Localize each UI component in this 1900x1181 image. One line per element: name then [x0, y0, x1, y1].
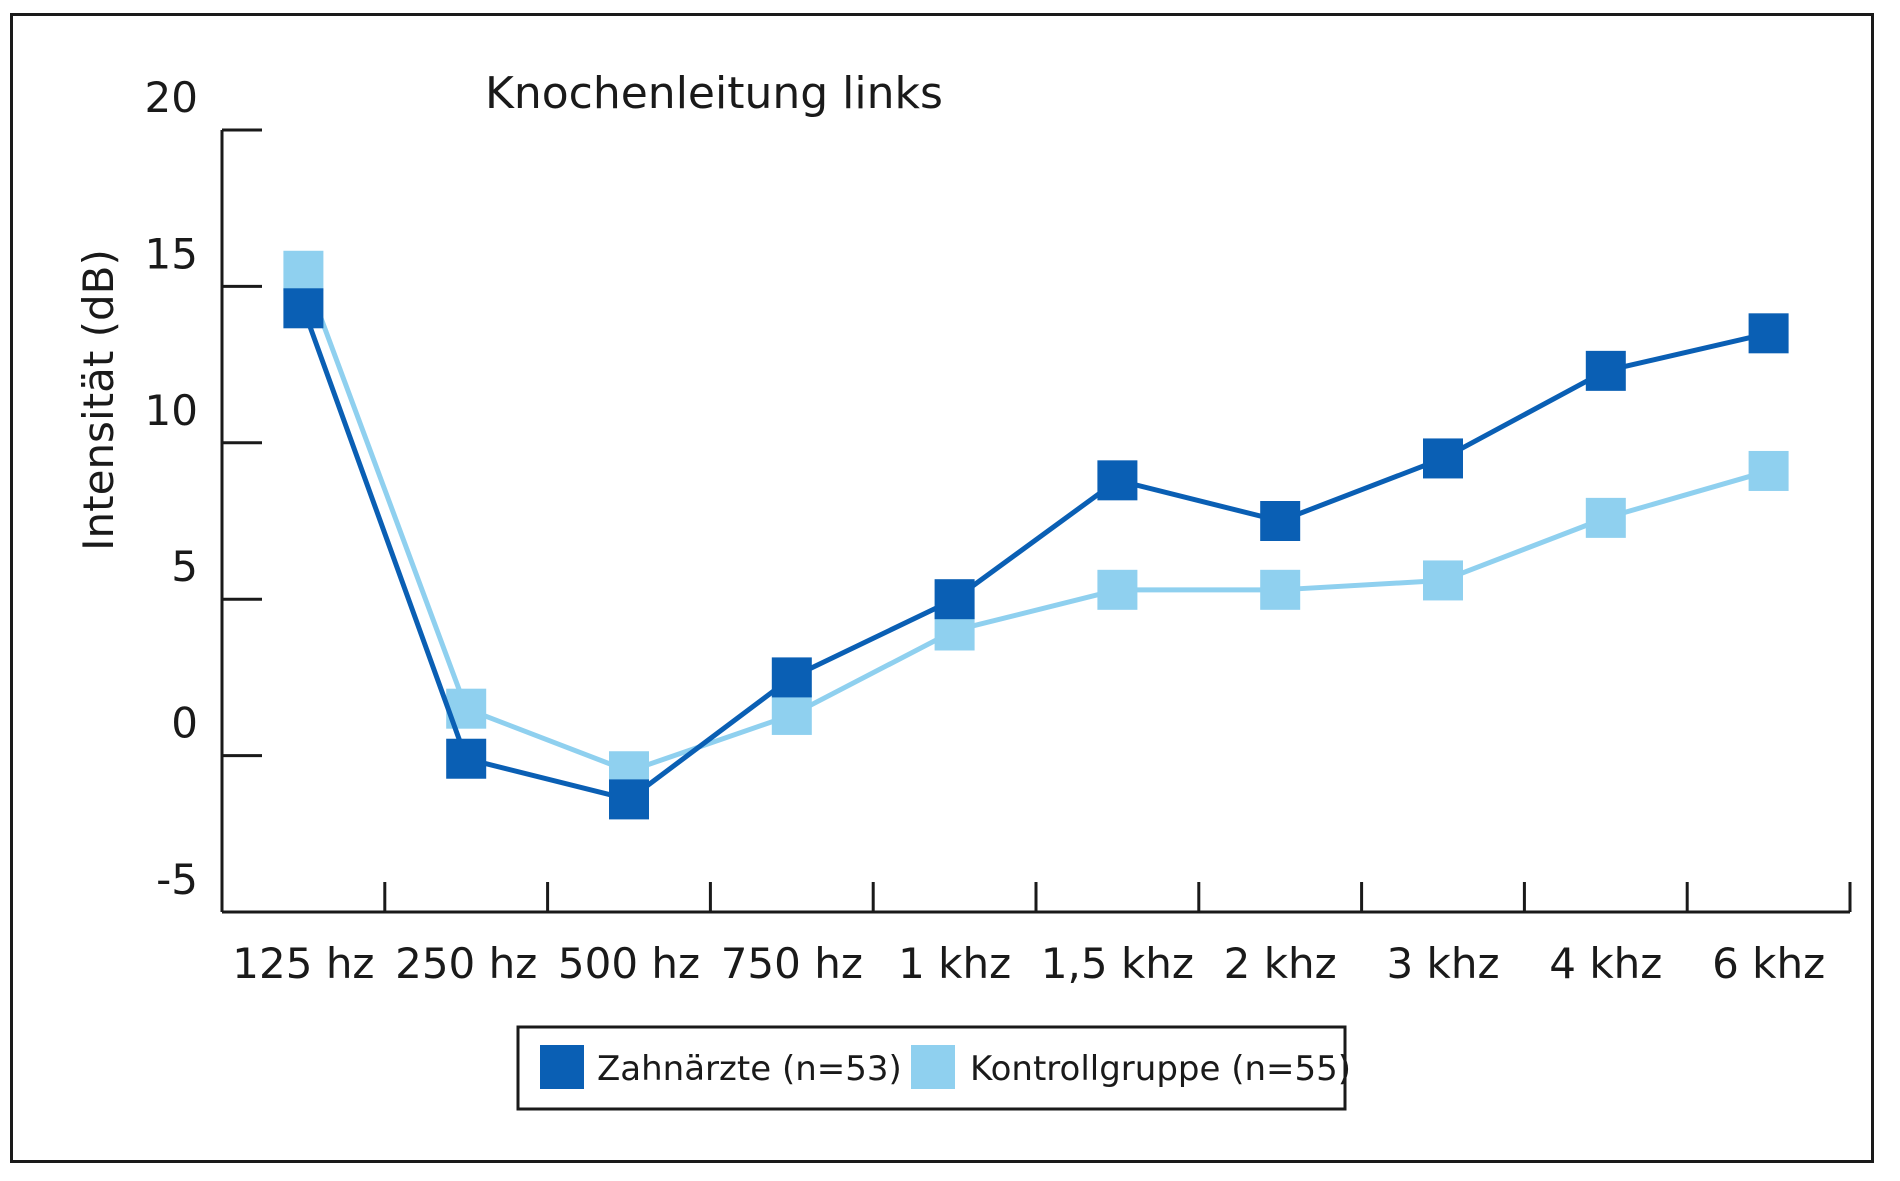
- chart-title: Knochenleitung links: [485, 68, 943, 119]
- legend-swatch-kontrollgruppe: [911, 1045, 955, 1089]
- data-point: [446, 738, 487, 779]
- data-point: [771, 694, 812, 735]
- data-point: [1423, 560, 1463, 601]
- series-line: [301, 269, 1770, 774]
- y-tick-label: 5: [171, 542, 198, 591]
- legend-label-zahnaerzte: Zahnärzte (n=53): [597, 1049, 902, 1089]
- y-tick-label: 20: [145, 73, 198, 122]
- x-tick-label: 4 khz: [1549, 939, 1662, 988]
- data-point: [283, 288, 324, 329]
- legend-swatch-zahnaerzte: [540, 1045, 584, 1089]
- y-tick-label: -5: [156, 855, 198, 904]
- y-tick-label: 0: [171, 699, 198, 748]
- data-point: [1748, 450, 1789, 491]
- x-tick-label: 1 khz: [898, 939, 1011, 988]
- data-point: [1585, 350, 1626, 391]
- y-axis-ticks: -5 0 5 10 15 20: [145, 73, 262, 914]
- series-layer: [283, 250, 1789, 820]
- x-axis-ticks: 125 hz 250 hz 500 hz 750 hz 1 khz 1,5 khz 2 kh…: [232, 882, 1852, 988]
- y-tick-label: 15: [145, 229, 198, 278]
- series-line: [301, 307, 1770, 802]
- data-point: [1585, 497, 1626, 538]
- x-tick-label: 750 hz: [721, 939, 863, 988]
- data-point: [1748, 313, 1789, 354]
- data-point: [934, 579, 975, 620]
- data-point: [283, 250, 324, 291]
- data-point: [1260, 501, 1301, 541]
- data-point: [609, 779, 649, 820]
- x-tick-label: 125 hz: [232, 939, 374, 988]
- data-point: [1423, 438, 1463, 479]
- data-point: [1097, 569, 1138, 610]
- x-tick-label: 3 khz: [1386, 939, 1499, 988]
- legend: Zahnärzte (n=53) Kontrollgruppe (n=55): [516, 1025, 1351, 1111]
- series-1: [283, 250, 1789, 792]
- x-tick-label: 1,5 khz: [1041, 939, 1194, 988]
- x-tick-label: 6 khz: [1712, 939, 1825, 988]
- data-point: [1260, 569, 1301, 610]
- series-0: [283, 288, 1789, 820]
- x-tick-label: 500 hz: [558, 939, 700, 988]
- x-tick-label: 250 hz: [395, 939, 537, 988]
- x-tick-label: 2 khz: [1224, 939, 1337, 988]
- data-point: [1097, 460, 1138, 501]
- y-axis-label: Intensität (dB): [74, 249, 123, 551]
- y-tick-label: 10: [145, 386, 198, 435]
- data-point: [771, 657, 812, 698]
- legend-label-kontrollgruppe: Kontrollgruppe (n=55): [970, 1049, 1351, 1089]
